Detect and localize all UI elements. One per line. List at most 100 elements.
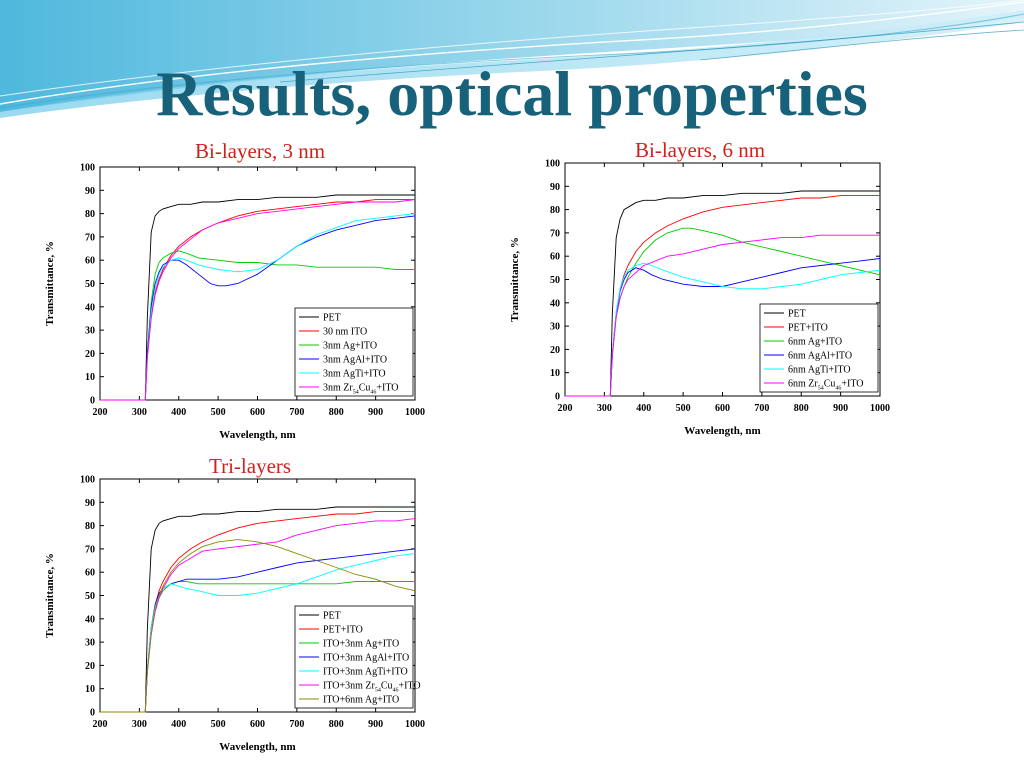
y-tick-label: 100 <box>545 159 560 170</box>
y-tick-label: 30 <box>85 326 95 337</box>
y-tick-label: 90 <box>85 186 95 197</box>
legend-label-pet: PET <box>323 611 341 622</box>
x-tick-label: 800 <box>794 403 809 414</box>
y-tick-label: 10 <box>85 684 95 695</box>
y-axis-title: Transmittance, % <box>509 237 521 322</box>
panel-title-bilayers-3nm: Bi-layers, 3 nm <box>195 139 326 163</box>
y-tick-label: 80 <box>550 205 560 216</box>
x-axis-title: Wavelength, nm <box>684 425 760 437</box>
legend-label-pet-ito: PET+ITO <box>788 323 828 334</box>
y-tick-label: 40 <box>550 298 560 309</box>
legend-box <box>294 307 414 397</box>
y-axis-title: Transmittance, % <box>44 241 56 326</box>
legend-label-6nm-agti-ito: 6nm AgTi+ITO <box>788 365 851 376</box>
legend-label-3nm-agal-ito: 3nm AgAl+ITO <box>323 355 387 366</box>
y-axis-title: Transmittance, % <box>44 553 56 638</box>
x-tick-label: 400 <box>636 403 651 414</box>
x-tick-label: 800 <box>329 719 344 730</box>
y-tick-label: 60 <box>85 256 95 267</box>
x-tick-label: 700 <box>289 719 304 730</box>
y-tick-label: 100 <box>80 163 95 174</box>
y-tick-label: 90 <box>85 498 95 509</box>
y-tick-label: 0 <box>90 708 95 719</box>
x-tick-label: 600 <box>250 719 265 730</box>
legend-label-6nm-agal-ito: 6nm AgAl+ITO <box>788 351 852 362</box>
y-tick-label: 0 <box>555 392 560 403</box>
panel-title-bilayers-6nm: Bi-layers, 6 nm <box>635 138 766 162</box>
y-tick-label: 20 <box>550 345 560 356</box>
y-tick-label: 100 <box>80 475 95 486</box>
series-line-pet <box>100 194 415 401</box>
transmittance-chart-bilayers-6nm: 0 10 20 30 40 50 60 70 80 90 100 200 300 400 500 600 700… <box>509 159 890 438</box>
series-line-3nm-zr54cu46-ito <box>100 199 416 401</box>
y-tick-label: 40 <box>85 302 95 313</box>
legend-label-pet-ito: PET+ITO <box>323 625 363 636</box>
x-tick-label: 900 <box>368 407 383 418</box>
x-tick-label: 1000 <box>870 403 890 414</box>
y-tick-label: 90 <box>550 182 560 193</box>
x-axis-title: Wavelength, nm <box>219 741 295 753</box>
y-tick-label: 10 <box>85 372 95 383</box>
x-tick-label: 500 <box>211 407 226 418</box>
y-tick-label: 0 <box>90 396 95 407</box>
y-tick-label: 10 <box>550 368 560 379</box>
y-tick-label: 80 <box>85 209 95 220</box>
x-axis-title: Wavelength, nm <box>219 429 295 441</box>
legend-label-pet: PET <box>788 309 806 320</box>
series-line-pet <box>100 506 415 713</box>
series-line-pet <box>565 190 880 397</box>
y-tick-label: 70 <box>85 544 95 555</box>
x-tick-label: 900 <box>833 403 848 414</box>
x-tick-label: 600 <box>250 407 265 418</box>
x-tick-label: 900 <box>368 719 383 730</box>
x-tick-label: 400 <box>171 719 186 730</box>
x-tick-label: 200 <box>93 719 108 730</box>
x-tick-label: 800 <box>329 407 344 418</box>
transmittance-chart-bilayers-3nm: 0 10 20 30 40 50 60 70 80 90 100 200 300 400 500 600 700… <box>44 163 425 442</box>
y-tick-label: 50 <box>85 279 95 290</box>
y-tick-label: 70 <box>550 228 560 239</box>
x-tick-label: 300 <box>132 719 147 730</box>
y-tick-label: 40 <box>85 614 95 625</box>
y-tick-label: 60 <box>85 568 95 579</box>
x-tick-label: 1000 <box>405 407 425 418</box>
legend-label-6nm-ag-ito: 6nm Ag+ITO <box>788 337 842 348</box>
transmittance-chart-trilayers: 0 10 20 30 40 50 60 70 80 90 100 200 300 400 500 600 700… <box>44 475 425 754</box>
series-line-ito-6nm-ag-ito <box>100 539 416 713</box>
x-tick-label: 1000 <box>405 719 425 730</box>
legend-label-3nm-ag-ito: 3nm Ag+ITO <box>323 341 377 352</box>
y-tick-label: 20 <box>85 349 95 360</box>
slide-title: Results, optical properties <box>156 58 868 129</box>
x-tick-label: 300 <box>597 403 612 414</box>
x-tick-label: 700 <box>289 407 304 418</box>
y-tick-label: 50 <box>85 591 95 602</box>
y-tick-label: 50 <box>550 275 560 286</box>
x-tick-label: 600 <box>715 403 730 414</box>
legend-label-3nm-zr54cu46-ito: 3nm Zr54Cu46+ITO <box>323 383 399 396</box>
y-tick-label: 60 <box>550 252 560 263</box>
y-tick-label: 80 <box>85 521 95 532</box>
series-line-6nm-zr54cu46-ito <box>565 234 880 397</box>
legend-label-ito-6nm-ag-ito: ITO+6nm Ag+ITO <box>323 695 399 706</box>
y-tick-label: 20 <box>85 661 95 672</box>
y-tick-label: 30 <box>550 322 560 333</box>
x-tick-label: 200 <box>93 407 108 418</box>
x-tick-label: 700 <box>754 403 769 414</box>
legend-label-30-nm-ito: 30 nm ITO <box>323 327 367 338</box>
x-tick-label: 200 <box>558 403 573 414</box>
legend-label-ito-3nm-agti-ito: ITO+3nm AgTi+ITO <box>323 667 408 678</box>
legend-label-ito-3nm-zr54cu46-ito: ITO+3nm Zr54Cu46+ITO <box>323 681 421 694</box>
x-tick-label: 500 <box>211 719 226 730</box>
legend-label-ito-3nm-agal-ito: ITO+3nm AgAl+ITO <box>323 653 409 664</box>
panel-title-trilayers: Tri-layers <box>209 454 292 478</box>
legend-box <box>759 303 879 393</box>
y-tick-label: 30 <box>85 638 95 649</box>
legend-label-ito-3nm-ag-ito: ITO+3nm Ag+ITO <box>323 639 399 650</box>
legend-label-3nm-agti-ito: 3nm AgTi+ITO <box>323 369 386 380</box>
x-tick-label: 300 <box>132 407 147 418</box>
y-tick-label: 70 <box>85 232 95 243</box>
x-tick-label: 500 <box>676 403 691 414</box>
x-tick-label: 400 <box>171 407 186 418</box>
legend-label-pet: PET <box>323 313 341 324</box>
